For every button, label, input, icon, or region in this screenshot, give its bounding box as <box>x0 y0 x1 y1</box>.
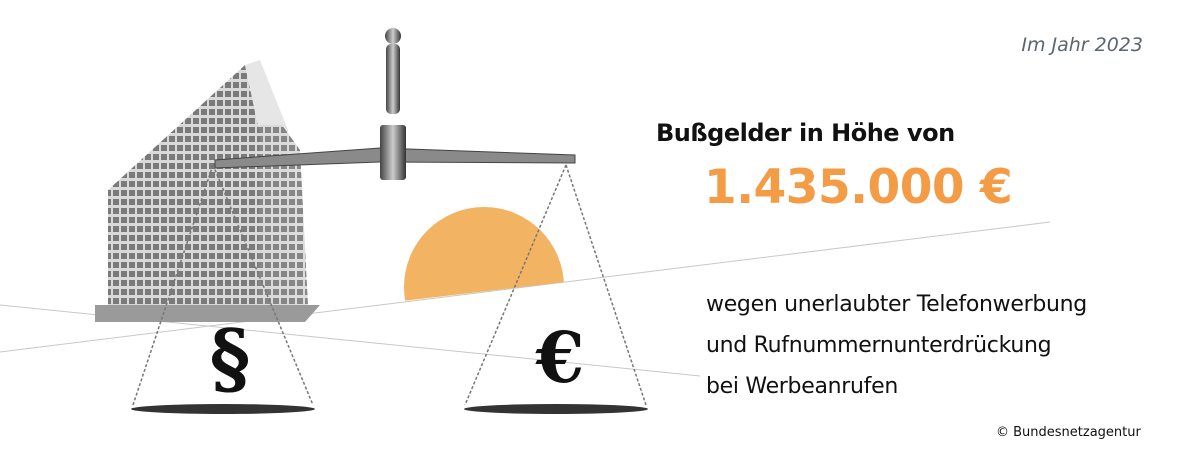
building-image <box>95 60 320 322</box>
description-line: und Rufnummernunterdrückung <box>706 333 1052 358</box>
year-label: Im Jahr 2023 <box>1021 34 1143 56</box>
description-line: bei Werbeanrufen <box>706 374 898 399</box>
euro-icon: € <box>535 316 585 399</box>
fine-amount: 1.435.000 € <box>704 160 1013 215</box>
copyright: © Bundesnetzagentur <box>996 425 1141 440</box>
description: wegen unerlaubter Telefonwerbung und Ruf… <box>706 284 1087 407</box>
paragraph-icon: § <box>210 313 251 404</box>
scale-beam <box>214 28 576 180</box>
description-line: wegen unerlaubter Telefonwerbung <box>706 292 1087 317</box>
horizon-line <box>0 221 1051 353</box>
headline: Bußgelder in Höhe von <box>656 119 955 147</box>
chains <box>132 164 647 406</box>
right-pan <box>464 404 648 414</box>
left-pan <box>131 404 315 414</box>
